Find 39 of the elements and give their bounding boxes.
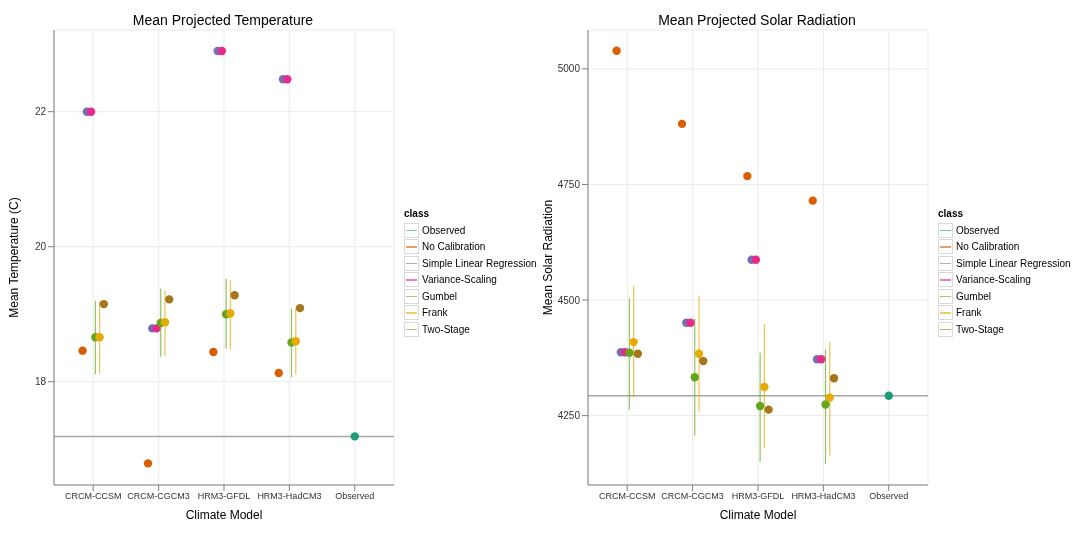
y-tick-label: 20 xyxy=(34,241,47,253)
legend-label: Variance-Scaling xyxy=(956,274,1031,286)
x-tick-label: HRM3-GFDL xyxy=(197,491,251,502)
legend-title: class xyxy=(404,208,431,219)
legend-label: Simple Linear Regression xyxy=(422,257,537,269)
x-tick-label: Observed xyxy=(335,491,375,502)
x-axis-title: Climate Model xyxy=(185,508,263,522)
x-tick-label: CRCM-CCSM xyxy=(64,491,122,502)
legend-label: Two-Stage xyxy=(956,323,1004,335)
x-tick-label: CRCM-CGCM3 xyxy=(127,491,190,502)
x-tick-label: CRCM-CGCM3 xyxy=(661,491,724,502)
y-axis-title: Mean Solar Radiation xyxy=(541,199,556,316)
legend-label: Frank xyxy=(422,307,448,319)
legend-label: Observed xyxy=(422,224,466,236)
legend-label: Observed xyxy=(956,224,1000,236)
y-tick-label: 4750 xyxy=(557,178,581,190)
y-tick-label: 4500 xyxy=(557,294,581,306)
legend-label: Two-Stage xyxy=(422,323,470,335)
x-tick-label: Observed xyxy=(869,491,909,502)
x-tick-label: CRCM-CCSM xyxy=(598,491,656,502)
legend-label: Simple Linear Regression xyxy=(956,257,1071,269)
legend-label: No Calibration xyxy=(956,241,1020,253)
y-tick-label: 22 xyxy=(34,106,47,118)
legend-label: Frank xyxy=(956,307,982,319)
x-axis-title: Climate Model xyxy=(719,508,797,522)
legend-label: Gumbel xyxy=(422,290,458,302)
x-tick-label: HRM3-HadCM3 xyxy=(257,491,322,502)
legend-label: Gumbel xyxy=(956,290,992,302)
chart-title: Mean Projected Temperature xyxy=(131,12,315,28)
x-tick-label: HRM3-HadCM3 xyxy=(791,491,856,502)
y-axis-title: Mean Temperature (C) xyxy=(7,197,22,318)
legend-label: No Calibration xyxy=(422,241,486,253)
legend-label: Variance-Scaling xyxy=(422,274,497,286)
x-tick-label: HRM3-GFDL xyxy=(731,491,785,502)
legend-title: class xyxy=(938,208,965,219)
chart-title: Mean Projected Solar Radiation xyxy=(657,12,857,28)
y-tick-label: 5000 xyxy=(557,63,581,75)
y-tick-label: 4250 xyxy=(557,410,581,422)
y-tick-label: 18 xyxy=(34,376,47,388)
